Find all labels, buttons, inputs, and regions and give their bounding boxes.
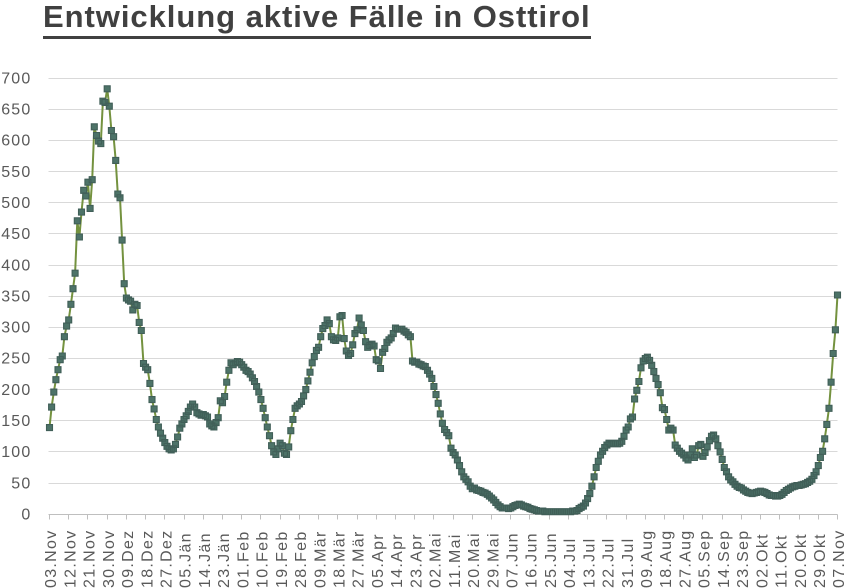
svg-text:27.Aug: 27.Aug: [677, 529, 694, 588]
svg-text:0: 0: [21, 506, 31, 523]
svg-text:02.Mai: 02.Mai: [428, 532, 445, 588]
svg-text:650: 650: [1, 102, 31, 119]
svg-text:05.Sep: 05.Sep: [697, 529, 714, 588]
svg-text:13.Jul: 13.Jul: [581, 538, 598, 588]
svg-text:23.Sep: 23.Sep: [735, 529, 752, 588]
svg-text:30.Nov: 30.Nov: [101, 530, 118, 588]
svg-text:19.Feb: 19.Feb: [274, 530, 291, 588]
svg-text:500: 500: [1, 195, 31, 212]
svg-text:27.Dez: 27.Dez: [159, 530, 176, 588]
svg-text:03.Nov: 03.Nov: [43, 530, 60, 588]
svg-text:22.Jul: 22.Jul: [601, 538, 618, 588]
svg-text:01.Feb: 01.Feb: [235, 530, 252, 588]
svg-text:20.Okt: 20.Okt: [793, 533, 810, 588]
svg-text:05.Apr: 05.Apr: [370, 533, 387, 588]
svg-text:18.Aug: 18.Aug: [658, 529, 675, 588]
svg-text:10.Feb: 10.Feb: [255, 530, 272, 588]
svg-text:600: 600: [1, 133, 31, 150]
svg-text:50: 50: [11, 475, 31, 492]
svg-text:20.Mai: 20.Mai: [466, 532, 483, 588]
svg-text:21.Nov: 21.Nov: [82, 530, 99, 588]
svg-text:23.Apr: 23.Apr: [408, 533, 425, 588]
svg-text:09.Dez: 09.Dez: [120, 530, 137, 588]
svg-text:25.Jun: 25.Jun: [543, 532, 560, 588]
svg-text:14.Apr: 14.Apr: [389, 533, 406, 588]
svg-text:100: 100: [1, 444, 31, 461]
svg-text:400: 400: [1, 257, 31, 274]
svg-text:09.Mär: 09.Mär: [312, 530, 329, 588]
svg-text:04.Jul: 04.Jul: [562, 538, 579, 588]
svg-text:150: 150: [1, 413, 31, 430]
svg-text:200: 200: [1, 382, 31, 399]
svg-text:31.Jul: 31.Jul: [620, 538, 637, 588]
svg-text:250: 250: [1, 351, 31, 368]
svg-text:450: 450: [1, 226, 31, 243]
svg-text:05.Jän: 05.Jän: [178, 532, 195, 588]
svg-text:18.Mär: 18.Mär: [332, 530, 349, 588]
svg-text:07.Nov: 07.Nov: [831, 530, 848, 588]
svg-text:23.Jän: 23.Jän: [216, 532, 233, 588]
svg-text:09.Aug: 09.Aug: [639, 529, 656, 588]
svg-text:700: 700: [1, 70, 31, 87]
svg-text:11.Mai: 11.Mai: [447, 533, 464, 588]
svg-text:28.Feb: 28.Feb: [293, 530, 310, 588]
svg-text:11.Okt: 11.Okt: [774, 534, 791, 588]
svg-text:350: 350: [1, 288, 31, 305]
svg-text:07.Jun: 07.Jun: [505, 532, 522, 588]
svg-text:12.Nov: 12.Nov: [62, 530, 79, 588]
svg-text:14.Sep: 14.Sep: [716, 529, 733, 588]
svg-text:550: 550: [1, 164, 31, 181]
svg-text:02.Okt: 02.Okt: [754, 533, 771, 588]
svg-text:300: 300: [1, 320, 31, 337]
svg-text:16.Jun: 16.Jun: [524, 532, 541, 588]
svg-text:14.Jän: 14.Jän: [197, 532, 214, 588]
svg-text:18.Dez: 18.Dez: [139, 530, 156, 588]
svg-text:27.Mär: 27.Mär: [351, 530, 368, 588]
svg-text:29.Mai: 29.Mai: [485, 532, 502, 588]
svg-text:29.Okt: 29.Okt: [812, 533, 829, 588]
